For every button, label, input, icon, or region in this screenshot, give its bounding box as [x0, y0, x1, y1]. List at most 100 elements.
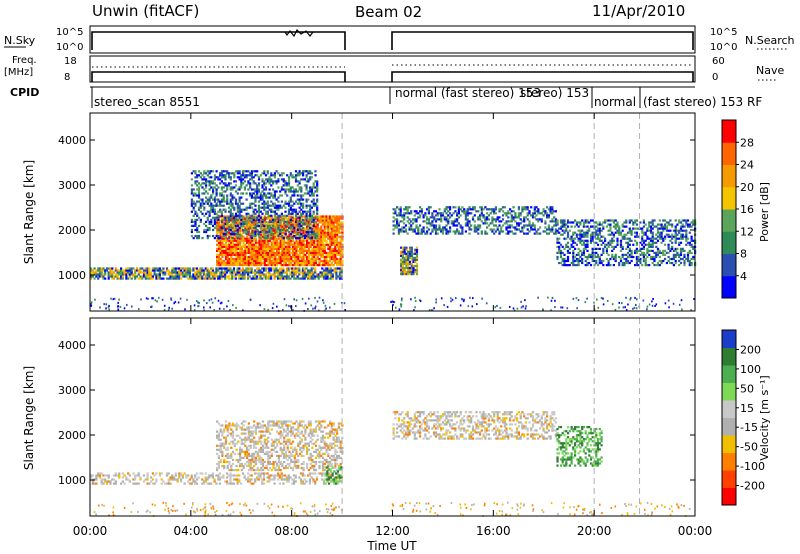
- echo-pixel: [558, 245, 561, 248]
- echo-pixel: [269, 217, 272, 220]
- echo-pixel: [247, 241, 250, 244]
- echo-pixel: [281, 241, 284, 244]
- echo-pixel: [686, 223, 690, 226]
- echo-pixel: [586, 225, 589, 228]
- echo-pixel: [563, 253, 566, 256]
- echo-pixel: [254, 194, 257, 197]
- echo-pixel: [199, 220, 202, 223]
- echo-pixel: [450, 214, 453, 217]
- echo-pixel: [217, 255, 220, 259]
- echo-pixel: [234, 214, 238, 217]
- echo-pixel: [176, 275, 179, 278]
- echo-pixel: [210, 267, 213, 270]
- echo-pixel: [277, 247, 280, 250]
- echo-pixel: [327, 259, 330, 263]
- echo-pixel: [208, 271, 211, 274]
- echo-pixel: [298, 232, 301, 236]
- echo-pixel: [233, 259, 236, 263]
- echo-pixel: [267, 259, 270, 263]
- echo-pixel: [194, 273, 197, 276]
- echo-pixel: [239, 221, 242, 224]
- echo-pixel: [275, 170, 278, 173]
- echo-pixel: [304, 243, 307, 246]
- echo-pixel: [400, 264, 403, 268]
- echo-pixel: [584, 225, 587, 228]
- echo-pixel: [240, 237, 243, 240]
- echo-pixel: [223, 221, 226, 224]
- echo-pixel: [250, 271, 253, 274]
- echo-pixel: [563, 221, 566, 224]
- echo-pixel: [526, 218, 529, 221]
- echo-pixel: [254, 170, 257, 173]
- echo-pixel: [312, 224, 315, 227]
- echo-pixel: [220, 172, 223, 175]
- echo-pixel: [273, 206, 276, 209]
- echo-pixel: [507, 226, 510, 229]
- echo-pixel: [257, 208, 261, 211]
- echo-pixel: [287, 188, 291, 191]
- echo-pixel: [284, 257, 288, 261]
- echo-pixel: [651, 219, 654, 222]
- echo-pixel: [144, 269, 147, 272]
- echo-pixel: [551, 210, 554, 213]
- echo-pixel: [192, 188, 195, 191]
- echo-pixel: [197, 216, 201, 219]
- echo-pixel: [216, 259, 219, 263]
- echo-pixel: [642, 251, 645, 254]
- echo-pixel: [97, 267, 100, 270]
- echo-pixel: [454, 206, 457, 209]
- echo-pixel: [332, 264, 335, 267]
- echo-pixel: [265, 239, 268, 242]
- echo-pixel: [582, 241, 585, 244]
- echo-pixel: [554, 230, 557, 233]
- echo-pixel: [273, 212, 276, 215]
- echo-pixel: [203, 172, 206, 175]
- echo-pixel: [674, 231, 677, 234]
- echo-pixel: [194, 182, 197, 185]
- echo-pixel: [224, 247, 228, 250]
- echo-pixel: [238, 273, 241, 276]
- echo-pixel: [243, 228, 246, 232]
- echo-pixel: [286, 257, 289, 261]
- echo-pixel: [258, 261, 261, 265]
- echo-pixel: [337, 243, 340, 246]
- echo-pixel: [323, 231, 326, 234]
- echo-pixel: [676, 253, 679, 256]
- echo-pixel: [298, 237, 301, 240]
- echo-pixel: [403, 262, 406, 266]
- echo-pixel: [660, 233, 663, 236]
- echo-pixel: [220, 271, 223, 274]
- echo-pixel: [314, 232, 317, 236]
- echo-pixel: [584, 219, 587, 222]
- echo-pixel: [146, 273, 149, 276]
- echo-pixel: [628, 229, 631, 232]
- echo-pixel: [199, 277, 202, 280]
- echo-pixel: [279, 228, 282, 232]
- echo-pixel: [128, 275, 131, 278]
- echo-pixel: [224, 232, 227, 236]
- echo-pixel: [215, 176, 218, 179]
- echo-pixel: [510, 214, 513, 217]
- echo-pixel: [128, 267, 131, 270]
- echo-pixel: [316, 229, 319, 232]
- echo-pixel: [302, 255, 305, 259]
- echo-pixel: [247, 229, 250, 232]
- echo-pixel: [314, 259, 318, 263]
- echo-pixel: [321, 243, 325, 246]
- echo-pixel: [217, 198, 220, 201]
- echo-pixel: [273, 202, 276, 205]
- echo-pixel: [295, 253, 298, 256]
- echo-pixel: [434, 218, 438, 221]
- echo-pixel: [237, 221, 240, 224]
- echo-pixel: [270, 228, 273, 232]
- echo-pixel: [118, 273, 121, 276]
- echo-pixel: [312, 220, 315, 223]
- echo-pixel: [293, 234, 296, 238]
- echo-pixel: [586, 257, 589, 261]
- echo-pixel: [602, 247, 605, 250]
- echo-pixel: [192, 170, 195, 173]
- echo-pixel: [604, 219, 607, 222]
- echo-pixel: [301, 277, 304, 280]
- echo-pixel: [282, 178, 285, 181]
- echo-pixel: [648, 243, 651, 246]
